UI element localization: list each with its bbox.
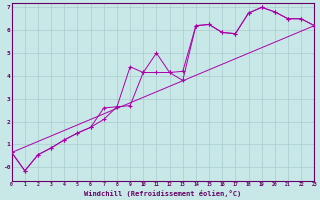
X-axis label: Windchill (Refroidissement éolien,°C): Windchill (Refroidissement éolien,°C) [84,190,242,197]
